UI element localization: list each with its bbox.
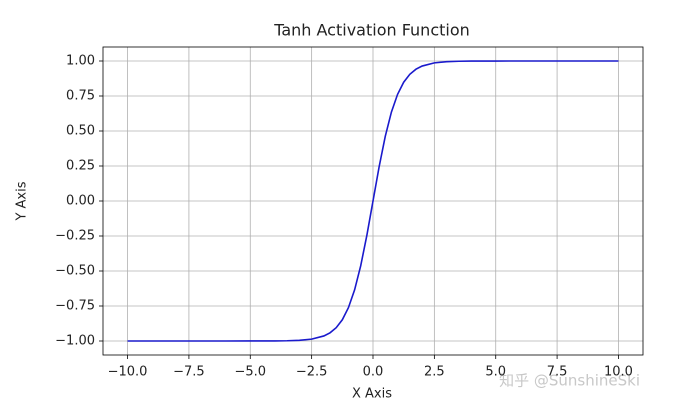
x-tick-label: 2.5 [424, 365, 445, 380]
y-tick-label: −0.75 [55, 299, 95, 314]
x-tick-label: −2.5 [296, 365, 328, 380]
x-tick-label: 5.0 [485, 365, 506, 380]
y-tick-label: −1.00 [55, 334, 95, 349]
y-tick-label: 0.00 [66, 194, 95, 209]
y-tick-label: −0.25 [55, 229, 95, 244]
x-tick-label: −7.5 [173, 365, 205, 380]
x-tick-label: −5.0 [234, 365, 266, 380]
x-tick-label: −10.0 [108, 365, 148, 380]
x-tick-label: 0.0 [363, 365, 384, 380]
y-tick-label: 0.25 [66, 159, 95, 174]
watermark: 知乎 @SunshineSki [499, 372, 640, 390]
x-axis-label: X Axis [352, 387, 392, 402]
x-tick-label: 10.0 [604, 365, 633, 380]
chart-title: Tanh Activation Function [273, 21, 470, 40]
y-tick-label: 0.75 [66, 89, 95, 104]
y-tick-label: 1.00 [66, 54, 95, 69]
y-tick-label: 0.50 [66, 124, 95, 139]
line [127, 60, 619, 342]
y-tick-label: −0.50 [55, 264, 95, 279]
y-axis-label: Y Axis [15, 181, 30, 221]
x-tick-label: 7.5 [547, 365, 568, 380]
plot-frame [102, 46, 644, 356]
